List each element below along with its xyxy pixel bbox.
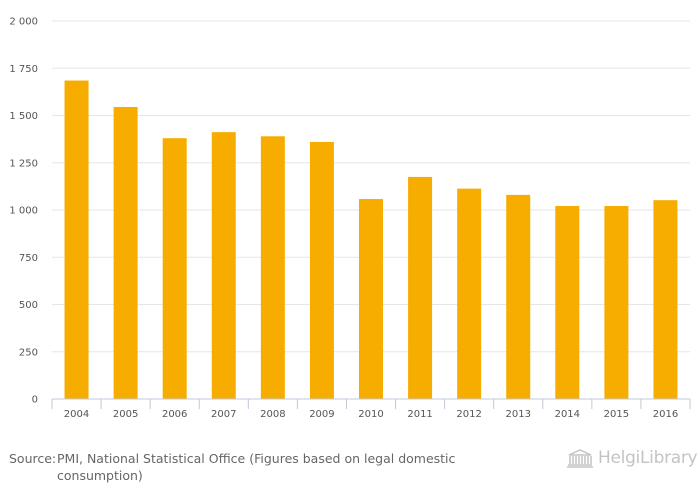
bar-2014[interactable] xyxy=(555,206,580,399)
x-tick-label: 2004 xyxy=(64,409,89,420)
y-tick-label: 1 000 xyxy=(9,206,38,217)
source-note: Source: PMI, National Statistical Office… xyxy=(9,450,479,484)
y-axis: 0 250 500 750 1 000 1 250 1 500 1 750 2 000 xyxy=(9,17,38,406)
y-tick-label: 1 250 xyxy=(9,158,38,169)
y-tick-label: 0 xyxy=(32,395,38,406)
bar-2013[interactable] xyxy=(506,194,531,399)
bar-2009[interactable] xyxy=(309,141,334,399)
x-tick-label: 2013 xyxy=(506,409,531,420)
y-tick-label: 2 000 xyxy=(9,17,38,28)
logo-text: HelgiLibrary xyxy=(598,448,698,468)
bar-2015[interactable] xyxy=(604,206,629,399)
bar-chart: 0 250 500 750 1 000 1 250 1 500 1 750 2 000 2004… xyxy=(9,17,691,420)
y-tick-label: 500 xyxy=(19,300,38,311)
bar-2005[interactable] xyxy=(113,106,138,400)
y-tick-label: 1 500 xyxy=(9,111,38,122)
bar-2016[interactable] xyxy=(653,200,678,399)
y-tick-label: 250 xyxy=(19,347,38,358)
x-tick-label: 2014 xyxy=(555,409,580,420)
x-axis: 2004 2005 2006 2007 2008 2009 2010 2011 2012 2013… xyxy=(51,398,691,420)
x-tick-label: 2007 xyxy=(211,409,236,420)
library-building-icon xyxy=(567,449,593,468)
x-tick-label: 2008 xyxy=(260,409,285,420)
bar-2007[interactable] xyxy=(211,132,236,399)
bar-2011[interactable] xyxy=(408,176,433,399)
source-text: PMI, National Statistical Office (Figure… xyxy=(57,451,456,483)
bar-2008[interactable] xyxy=(260,136,285,400)
x-tick-label: 2012 xyxy=(456,409,481,420)
bar-2012[interactable] xyxy=(457,188,482,399)
bar-2006[interactable] xyxy=(162,138,187,399)
x-tick-label: 2009 xyxy=(309,409,334,420)
y-tick-label: 1 750 xyxy=(9,64,38,75)
bar-series xyxy=(64,80,678,400)
x-tick-label: 2006 xyxy=(162,409,187,420)
bar-2010[interactable] xyxy=(359,199,383,399)
helgilibrary-logo: HelgiLibrary xyxy=(566,448,698,468)
bar-2004[interactable] xyxy=(64,80,89,399)
x-tick-label: 2011 xyxy=(407,409,432,420)
y-tick-label: 750 xyxy=(19,253,38,264)
source-label: Source: xyxy=(9,451,57,466)
x-tick-label: 2005 xyxy=(113,409,138,420)
x-tick-label: 2016 xyxy=(653,409,678,420)
x-tick-label: 2010 xyxy=(358,409,383,420)
x-tick-label: 2015 xyxy=(604,409,629,420)
